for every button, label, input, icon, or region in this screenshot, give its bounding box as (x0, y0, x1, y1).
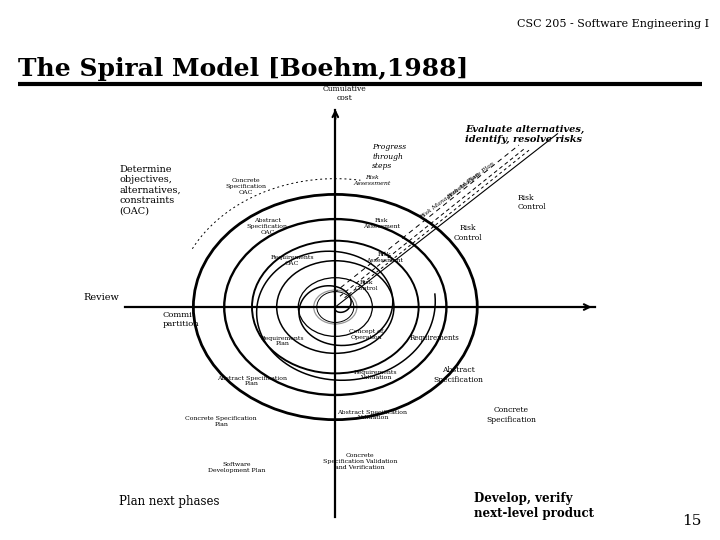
Text: Requirements: Requirements (410, 334, 459, 342)
Text: Software
Development Plan: Software Development Plan (208, 462, 265, 473)
Text: Concrete Specification
Plan: Concrete Specification Plan (185, 416, 257, 427)
Text: Risk
Control: Risk Control (454, 225, 482, 241)
Text: Risk
Assessment: Risk Assessment (366, 252, 403, 263)
Text: Requirements
OAC: Requirements OAC (270, 255, 314, 266)
Text: The Spiral Model [Boehm,1988]: The Spiral Model [Boehm,1988] (18, 57, 469, 80)
Text: Abstract
Specification
OAC: Abstract Specification OAC (247, 219, 288, 235)
Text: Concrete
Specification: Concrete Specification (486, 407, 536, 423)
Text: 15: 15 (683, 514, 702, 528)
Text: Progress
through
steps: Progress through steps (372, 144, 407, 170)
Text: Concrete
Specification Validation
and Verification: Concrete Specification Validation and Ve… (323, 453, 397, 470)
Text: Risk
Assessment: Risk Assessment (354, 175, 391, 186)
Text: Evaluate alternatives,
identify, resolve risks: Evaluate alternatives, identify, resolve… (465, 125, 584, 144)
Text: Plan next phases: Plan next phases (120, 495, 220, 508)
Text: Concrete
Specification
OAC: Concrete Specification OAC (225, 178, 266, 195)
Text: Review: Review (84, 293, 120, 302)
Text: Requirements
Validation: Requirements Validation (354, 369, 397, 380)
Text: Concept of
Operation: Concept of Operation (349, 329, 383, 340)
Text: Risk Analysis Plan: Risk Analysis Plan (446, 161, 496, 200)
Text: Risk
Assessment: Risk Assessment (363, 218, 400, 229)
Text: Risk Management Plan: Risk Management Plan (418, 172, 480, 220)
Text: Abstract Specification
Validation: Abstract Specification Validation (338, 410, 408, 421)
Text: Requirements
Plan: Requirements Plan (261, 335, 305, 346)
Text: Abstract
Specification: Abstract Specification (433, 366, 484, 383)
Text: Develop, verify
next-level product: Develop, verify next-level product (474, 492, 594, 520)
Text: Risk
Control: Risk Control (518, 193, 546, 211)
Text: Cumulative
cost: Cumulative cost (323, 85, 366, 102)
Text: CSC 205 - Software Engineering I: CSC 205 - Software Engineering I (517, 19, 709, 29)
Text: Risk
Control: Risk Control (354, 280, 378, 291)
Text: Commit
partition: Commit partition (163, 311, 199, 328)
Text: Determine
objectives,
alternatives,
constraints
(OAC): Determine objectives, alternatives, cons… (120, 165, 181, 215)
Text: Abstract Specification
Plan: Abstract Specification Plan (217, 376, 287, 387)
